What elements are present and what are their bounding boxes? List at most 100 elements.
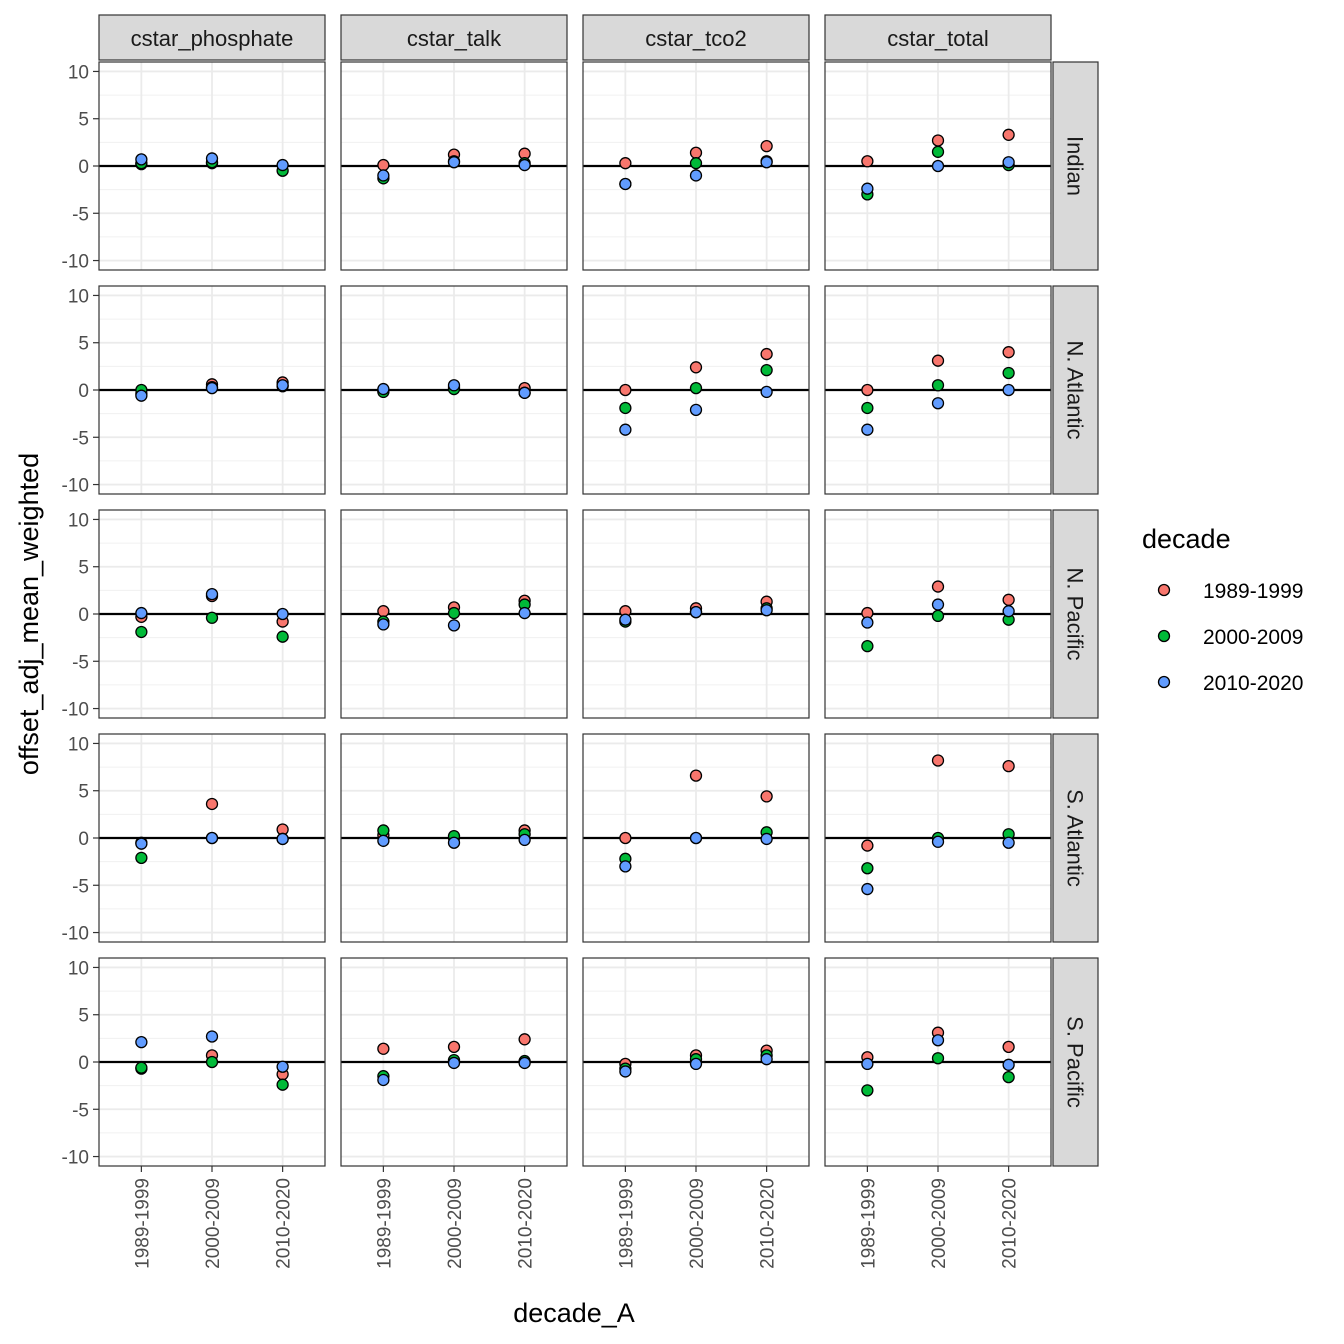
panel-n-pacific-cstar-tco2 [582,509,810,719]
point-2010-2020-1989-1999 [135,1035,148,1049]
point-1989-1999-2010-2020 [760,139,773,153]
point-2010-2020-1989-1999 [861,1057,874,1071]
point-2010-2020-1989-1999 [377,834,390,847]
point-1989-1999-1989-1999 [861,839,874,852]
strip-top-cstar-total [824,14,1052,61]
point-1989-1999-2000-2009 [205,797,219,811]
strip-right-s-pacific [1052,957,1099,1167]
panel-border [340,733,568,943]
y-tick-label: 5 [78,782,89,803]
point-2010-2020-1989-1999 [619,177,632,191]
y-tick-label: -5 [72,652,89,673]
panels-layer: cstar_phosphate cstar_talk cstar_tco2 cstar… [62,14,1099,1269]
strip-right-s-atlantic [1052,733,1099,943]
point-2010-2020-1989-1999 [135,606,148,620]
y-tick-label: -10 [62,700,89,721]
panel-s-atlantic-cstar-total [824,733,1052,943]
panel-border [824,733,1052,943]
point-2010-2020-2010-2020 [276,832,289,846]
point-2010-2020-2000-2009 [931,835,945,848]
x-tick-label-2000-2009: 2000-2009 [203,1178,224,1269]
point-1989-1999-1989-1999 [377,158,390,172]
point-2000-2009-2010-2020 [1002,366,1015,380]
panel-n-atlantic-cstar-phosphate [98,285,326,495]
point-2010-2020-2010-2020 [1002,156,1015,169]
point-2010-2020-2010-2020 [518,1056,531,1070]
point-2010-2020-2000-2009 [205,1030,219,1043]
point-2010-2020-2000-2009 [689,831,703,845]
point-2010-2020-2000-2009 [205,152,219,165]
point-2010-2020-2010-2020 [276,607,289,621]
point-2010-2020-2010-2020 [276,1060,289,1073]
point-2010-2020-2000-2009 [689,169,703,182]
point-1989-1999-2000-2009 [689,146,703,159]
panel-n-pacific-cstar-total [824,509,1052,719]
x-tick-label-2010-2020: 2010-2020 [1000,1178,1021,1269]
legend: decade 1989-1999 2000-2009 2010-2020 [1142,524,1303,695]
point-1989-1999-1989-1999 [619,383,632,397]
panel-border [824,285,1052,495]
point-2010-2020-2010-2020 [518,833,531,847]
point-2000-2009-2000-2009 [689,381,703,395]
point-2010-2020-2000-2009 [931,1034,945,1047]
point-2000-2009-2010-2020 [276,630,289,643]
point-2010-2020-2000-2009 [689,605,703,619]
point-2000-2009-2010-2020 [760,363,773,377]
point-2010-2020-1989-1999 [619,423,632,436]
panel-border [340,509,568,719]
strip-right-label-n-atlantic: N. Atlantic [1063,340,1088,439]
panel-border [824,509,1052,719]
y-tick-label: -5 [72,1100,89,1121]
point-2010-2020-1989-1999 [861,423,874,436]
point-2010-2020-2010-2020 [760,385,773,399]
panel-n-atlantic-cstar-total [824,285,1052,495]
point-1989-1999-2000-2009 [931,134,945,147]
point-2010-2020-2010-2020 [518,606,531,620]
panel-s-atlantic-cstar-talk [340,733,568,943]
panel-indian-cstar-total [824,61,1052,271]
strip-top-cstar-tco2 [582,14,810,61]
point-2010-2020-1989-1999 [377,618,390,631]
x-tick-label-1989-1999: 1989-1999 [374,1178,395,1269]
point-2000-2009-1989-1999 [861,862,874,875]
point-1989-1999-2000-2009 [931,580,945,593]
y-tick-label: 5 [78,334,89,355]
point-2000-2009-1989-1999 [135,625,148,639]
point-2010-2020-2010-2020 [760,156,773,169]
y-tick-label: 5 [78,558,89,579]
point-2010-2020-1989-1999 [377,169,390,182]
point-2000-2009-1989-1999 [135,1061,148,1074]
panel-s-atlantic-cstar-tco2 [582,733,810,943]
y-tick-label: 0 [78,157,89,178]
y-tick-label: 10 [68,62,89,83]
point-2010-2020-2010-2020 [1002,605,1015,618]
x-tick-label-2000-2009: 2000-2009 [687,1178,708,1269]
legend-title: decade [1142,524,1231,554]
point-2000-2009-2010-2020 [276,1078,289,1091]
panel-border [582,61,810,271]
x-axis-title: decade_A [513,1298,635,1328]
point-2010-2020-2000-2009 [447,836,461,849]
point-2010-2020-2000-2009 [447,619,461,632]
point-2000-2009-2010-2020 [1002,1070,1015,1084]
point-2010-2020-1989-1999 [861,182,874,195]
point-2010-2020-2010-2020 [760,604,773,617]
point-2000-2009-2000-2009 [931,1052,945,1065]
point-2010-2020-2000-2009 [689,403,703,417]
y-tick-label: 5 [78,110,89,131]
point-2010-2020-1989-1999 [861,616,874,629]
y-tick-label: 0 [78,381,89,402]
point-1989-1999-1989-1999 [377,1042,390,1055]
panel-border [582,509,810,719]
panel-n-pacific-cstar-phosphate [98,509,326,719]
strip-right-label-s-atlantic: S. Atlantic [1063,789,1088,887]
y-tick-label: 0 [78,829,89,850]
strip-right-n-atlantic [1052,285,1099,495]
point-1989-1999-2010-2020 [518,1033,531,1046]
x-tick-label-1989-1999: 1989-1999 [132,1178,153,1269]
point-2010-2020-1989-1999 [619,613,632,626]
point-2000-2009-2000-2009 [689,157,703,170]
y-tick-label: -5 [72,428,89,449]
y-tick-label: -10 [62,1148,89,1169]
legend-label-1989-1999: 1989-1999 [1203,580,1303,603]
